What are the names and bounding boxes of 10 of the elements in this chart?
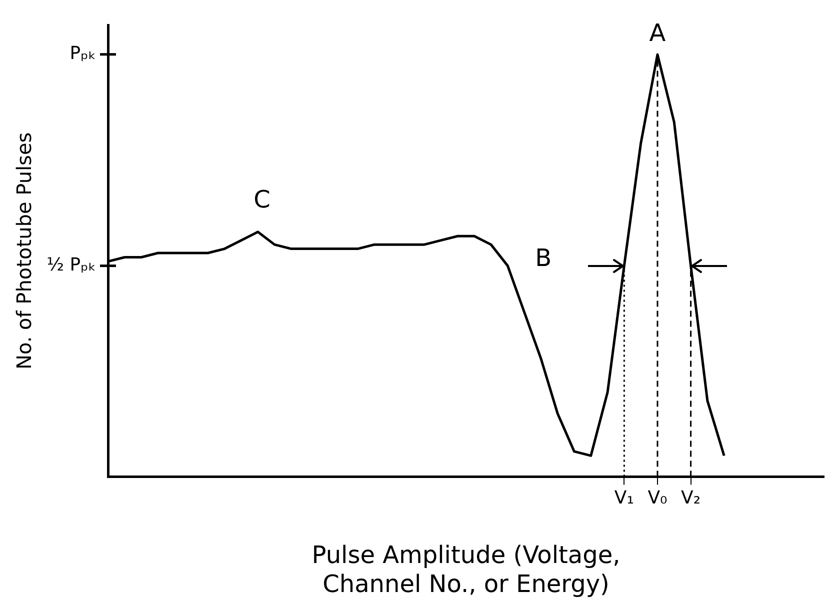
text: Pₚₖ xyxy=(70,43,96,64)
y-axis-title: No. of Phototube Pulses xyxy=(12,132,36,370)
annotation: C xyxy=(254,185,270,214)
x-tick-label: V₀ xyxy=(648,487,668,508)
x-tick-label: V₁ xyxy=(614,487,634,508)
annotation: A xyxy=(649,18,666,47)
text: ½ Pₚₖ xyxy=(46,254,96,276)
x-axis-title: Pulse Amplitude (Voltage, Channel No., or Energy) xyxy=(312,541,620,598)
annotation: B xyxy=(535,244,552,272)
x-tick-label: V₂ xyxy=(681,487,701,508)
